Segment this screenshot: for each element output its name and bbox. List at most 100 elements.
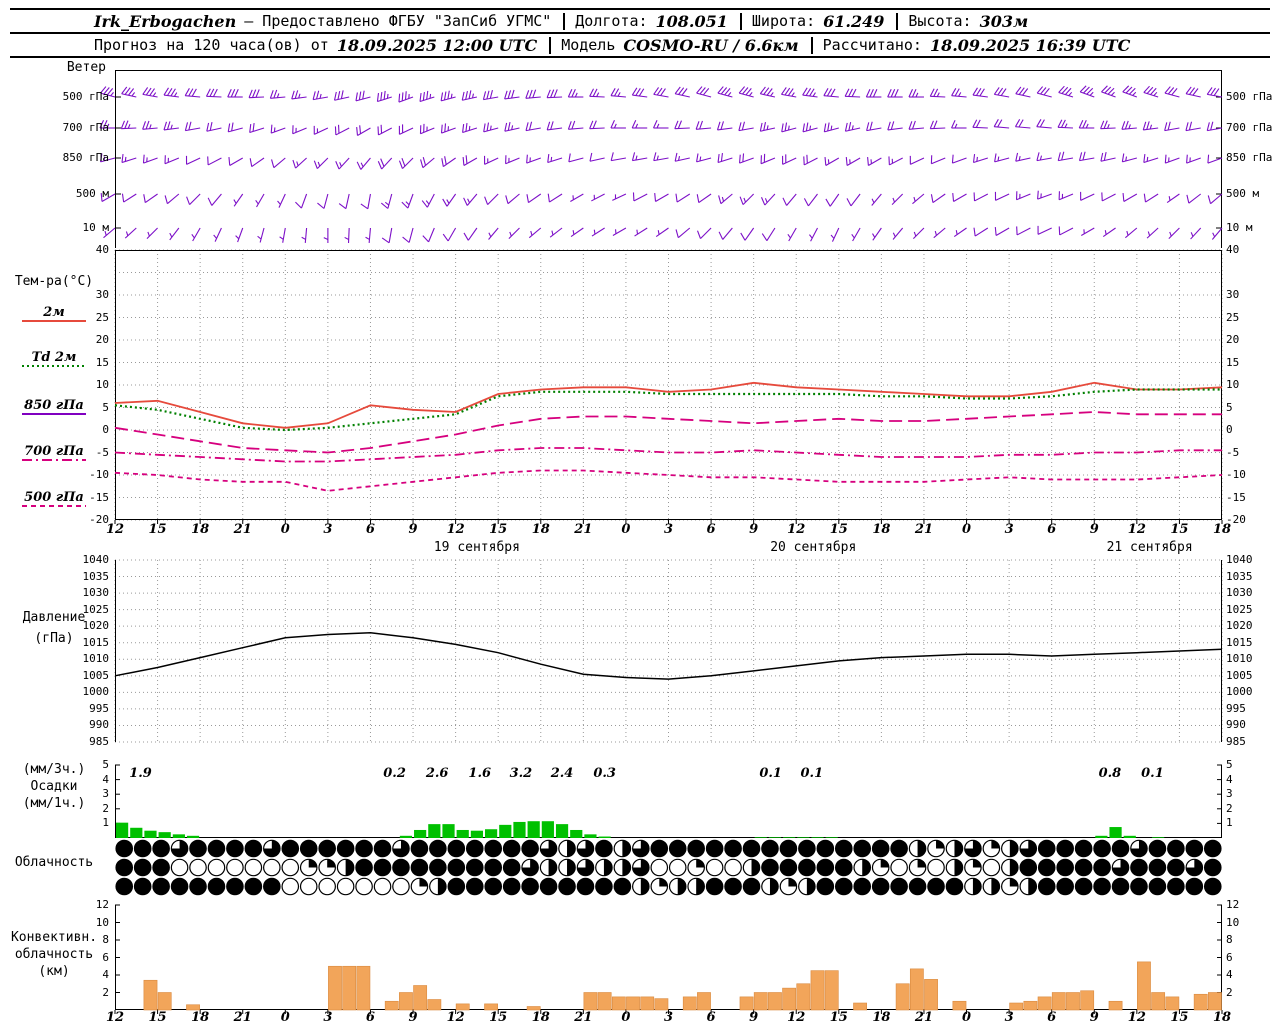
header-separator: [896, 12, 899, 30]
date-label: 21 сентября: [1106, 540, 1193, 555]
cloud-cover-rows: [115, 839, 1222, 896]
legend-item-label: 500 гПа: [24, 490, 84, 505]
pressure-chart: [114, 559, 1223, 743]
hour-tick-label: 15: [829, 1010, 848, 1024]
pressure-label-1: Давление: [22, 610, 86, 625]
legend-line-sample: [22, 505, 86, 507]
temperature-chart: [114, 249, 1223, 524]
wind-level-label: 850 гПа: [1226, 151, 1273, 164]
conv-y-tick: 2: [1226, 985, 1233, 999]
hour-tick-label: 18: [191, 1010, 210, 1024]
header-separator: [549, 36, 552, 54]
hour-tick-label: 9: [1089, 1010, 1099, 1024]
model-label: Модель: [561, 36, 616, 54]
hour-tick-label: 0: [280, 522, 290, 537]
conv-label-3: (км): [38, 964, 70, 979]
legend-line-sample: [22, 459, 86, 461]
conv-y-tick: 6: [102, 950, 109, 964]
temp-y-tick: 0: [1226, 423, 1233, 436]
hour-tick-label: 15: [489, 522, 508, 537]
conv-y-tick: 6: [1226, 950, 1233, 964]
date-label: 20 сентября: [770, 540, 857, 555]
hour-tick-label: 15: [148, 522, 167, 537]
conv-y-tick: 12: [1226, 898, 1240, 911]
hour-tick-label: 0: [621, 522, 631, 537]
pressure-y-tick: 985: [89, 735, 109, 748]
hour-tick-label: 21: [233, 522, 252, 537]
hour-tick-label: 21: [574, 522, 593, 537]
hour-tick-label: 15: [1170, 522, 1189, 537]
temp-y-tick: -10: [1226, 468, 1246, 481]
hour-tick-label: 12: [1127, 1010, 1146, 1024]
pressure-y-tick: 1010: [1226, 652, 1253, 666]
temp-y-tick: 20: [1226, 333, 1240, 346]
temp-y-tick: 5: [102, 400, 109, 414]
hour-tick-label: 9: [749, 1010, 759, 1024]
pressure-y-tick: 1015: [1226, 635, 1253, 649]
hour-tick-label: 0: [962, 522, 972, 537]
hour-tick-label: 0: [621, 1010, 631, 1024]
precip-amount-label: 0.3: [593, 766, 616, 781]
temp-y-tick: 40: [95, 243, 109, 256]
precip-y-tick: 4: [102, 772, 109, 786]
precip-y-tick: 5: [1226, 758, 1233, 771]
temp-panel-label: Тем-ра(°C): [14, 274, 94, 289]
pressure-y-tick: 1030: [82, 586, 110, 600]
pressure-y-tick: 1000: [82, 685, 110, 699]
legend-line-sample: [22, 365, 86, 367]
conv-y-tick: 4: [1226, 968, 1233, 981]
hour-tick-label: 18: [872, 1010, 891, 1024]
latitude-value: 61.249: [823, 11, 885, 31]
hour-tick-label: 3: [1004, 1010, 1014, 1024]
temp-y-tick: 10: [1226, 378, 1240, 391]
temp-y-tick: -20: [1226, 513, 1246, 526]
pressure-y-tick: 1035: [82, 569, 110, 583]
hour-tick-label: 18: [531, 1010, 550, 1024]
temp-y-tick: 5: [1226, 400, 1233, 414]
temp-y-tick: 20: [95, 333, 109, 346]
temp-y-tick: -10: [89, 468, 109, 481]
convective-cloud-chart: [114, 904, 1223, 1014]
pressure-y-tick: 990: [89, 718, 109, 732]
hour-tick-label: 18: [191, 522, 210, 537]
wind-barbs-panel: [99, 70, 1223, 248]
wind-level-label: 850 гПа: [62, 151, 109, 164]
precip-chart: [115, 764, 1222, 838]
precip-amount-label: 0.1: [1141, 766, 1164, 781]
precip-amount-label: 2.4: [550, 766, 574, 781]
hour-tick-label: 12: [446, 1010, 465, 1024]
hour-tick-label: 18: [1212, 1010, 1232, 1024]
hour-tick-label: 3: [323, 1010, 333, 1024]
hour-tick-label: 9: [408, 1010, 418, 1024]
pressure-y-tick: 1040: [82, 553, 110, 566]
temp-y-tick: 15: [95, 355, 109, 369]
pressure-y-tick: 995: [1226, 701, 1246, 715]
calculated-label: Рассчитано:: [822, 36, 922, 54]
temp-y-tick: -5: [1226, 445, 1240, 459]
precip-y-tick: 1: [102, 816, 109, 830]
wind-level-label: 500 м: [75, 187, 109, 200]
hour-tick-label: 18: [1212, 522, 1232, 537]
precip-amount-label: 0.1: [800, 766, 824, 781]
hour-tick-label: 12: [1127, 522, 1146, 537]
temp-y-tick: -15: [89, 490, 109, 504]
cloud-panel-label: Облачность: [14, 855, 94, 870]
pressure-y-tick: 1020: [82, 619, 110, 633]
precip-y-tick: 1: [1226, 816, 1233, 830]
hour-tick-label: 6: [1047, 1010, 1057, 1024]
pressure-y-tick: 1005: [82, 668, 110, 682]
altitude-label: Высота:: [908, 12, 972, 30]
conv-y-tick: 10: [95, 915, 109, 929]
wind-level-label: 500 гПа: [62, 90, 109, 103]
forecast-time: 18.09.2025 12:00 UTC: [336, 35, 538, 55]
pressure-y-tick: 1040: [1226, 553, 1253, 566]
legend-item-label: 700 гПа: [24, 444, 84, 459]
hour-tick-label: 12: [446, 522, 465, 537]
wind-level-label: 10 м: [82, 221, 110, 234]
pressure-y-tick: 1025: [82, 602, 110, 616]
hour-tick-label: 18: [531, 522, 550, 537]
hour-tick-label: 21: [914, 1010, 933, 1024]
header-line-2: Прогноз на 120 часа(ов) от 18.09.2025 12…: [10, 34, 1270, 58]
hour-tick-label: 21: [574, 1010, 593, 1024]
